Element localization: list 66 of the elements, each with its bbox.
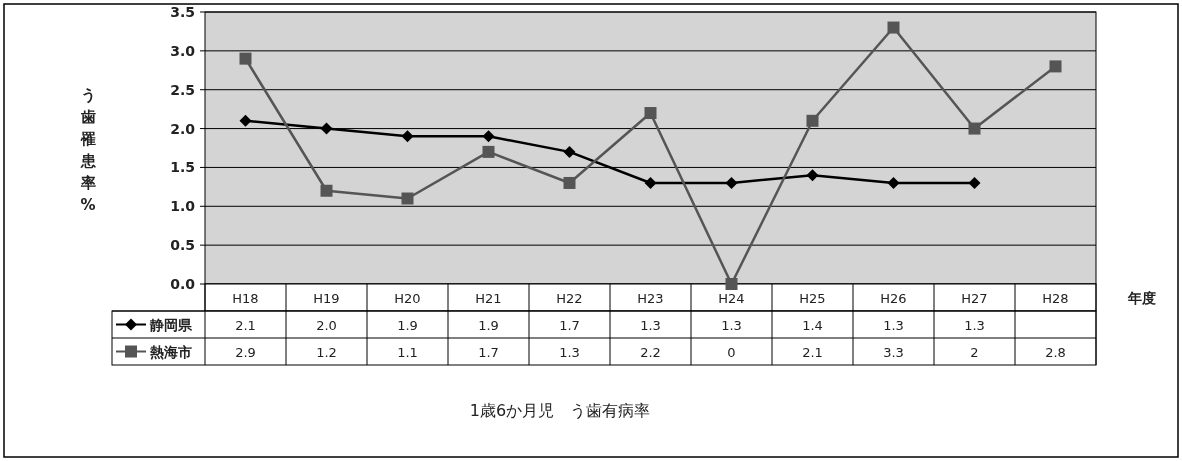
data-label: 0 <box>727 344 736 360</box>
x-tick-label: H21 <box>475 291 502 306</box>
point <box>401 130 414 143</box>
y-tick-label: 2.5 <box>170 81 195 98</box>
y-tick-label: 1.5 <box>170 159 195 176</box>
point <box>806 114 819 127</box>
data-label: 3.3 <box>883 344 904 360</box>
data-label: 2.0 <box>316 317 337 333</box>
x-axis-title: 年度 <box>1127 290 1156 306</box>
x-tick-label: H25 <box>799 291 826 306</box>
x-tick-label: H22 <box>556 291 583 306</box>
data-label: 2.1 <box>802 344 823 360</box>
point <box>887 176 900 189</box>
point <box>725 176 738 189</box>
legend-label: 熱海市 <box>149 343 192 360</box>
point <box>968 122 981 135</box>
point <box>887 21 900 34</box>
text: 1歳6か月児 う歯有病率 <box>469 401 651 420</box>
point <box>482 145 495 158</box>
data-label: 2.2 <box>640 344 661 360</box>
point <box>644 176 657 189</box>
x-tick-label: H26 <box>880 291 907 306</box>
point <box>725 278 738 290</box>
data-label: 2.1 <box>235 317 256 333</box>
point <box>806 169 819 182</box>
point <box>968 176 981 189</box>
data-label: 1.7 <box>478 344 499 360</box>
data-label: 1.9 <box>397 317 418 333</box>
x-tick-label: H24 <box>718 291 745 306</box>
x-tick-label: H28 <box>1042 291 1069 306</box>
x-tick-label: H19 <box>313 291 340 306</box>
data-label: 1.9 <box>478 317 499 333</box>
point <box>482 130 495 143</box>
y-tick-label: 2.0 <box>170 120 196 137</box>
point <box>401 192 414 205</box>
data-label: 1.3 <box>721 317 742 333</box>
y-tick-label: 3.0 <box>170 42 196 59</box>
data-label: 2.9 <box>235 344 256 360</box>
data-label: 1.3 <box>559 344 580 360</box>
point <box>644 107 657 120</box>
point <box>239 114 252 127</box>
point <box>320 184 333 197</box>
point <box>239 52 252 65</box>
point <box>563 145 576 158</box>
data-label: 1.2 <box>316 344 337 360</box>
point <box>1049 60 1062 73</box>
data-label: 1.3 <box>883 317 904 333</box>
data-label: 2.8 <box>1045 344 1066 360</box>
data-label: 1.1 <box>397 344 418 360</box>
y-axis-title: う歯罹患率% <box>79 86 97 214</box>
x-tick-label: H20 <box>394 291 421 306</box>
y-tick-label: 3.5 <box>170 4 195 20</box>
x-tick-label: H23 <box>637 291 664 306</box>
y-tick-label: 1.0 <box>170 198 196 215</box>
data-label: 1.3 <box>640 317 661 333</box>
y-tick-label: 0.0 <box>170 276 196 292</box>
y-tick-label: 0.5 <box>170 237 195 254</box>
legend-label: 静岡県 <box>149 316 193 333</box>
data-label: 1.4 <box>802 317 823 333</box>
point <box>563 176 576 189</box>
data-label: 2 <box>970 344 979 360</box>
x-tick-label: H27 <box>961 291 988 306</box>
x-tick-label: H18 <box>232 291 259 306</box>
point <box>320 122 333 135</box>
data-label: 1.3 <box>964 317 985 333</box>
data-label: 1.7 <box>559 317 580 333</box>
